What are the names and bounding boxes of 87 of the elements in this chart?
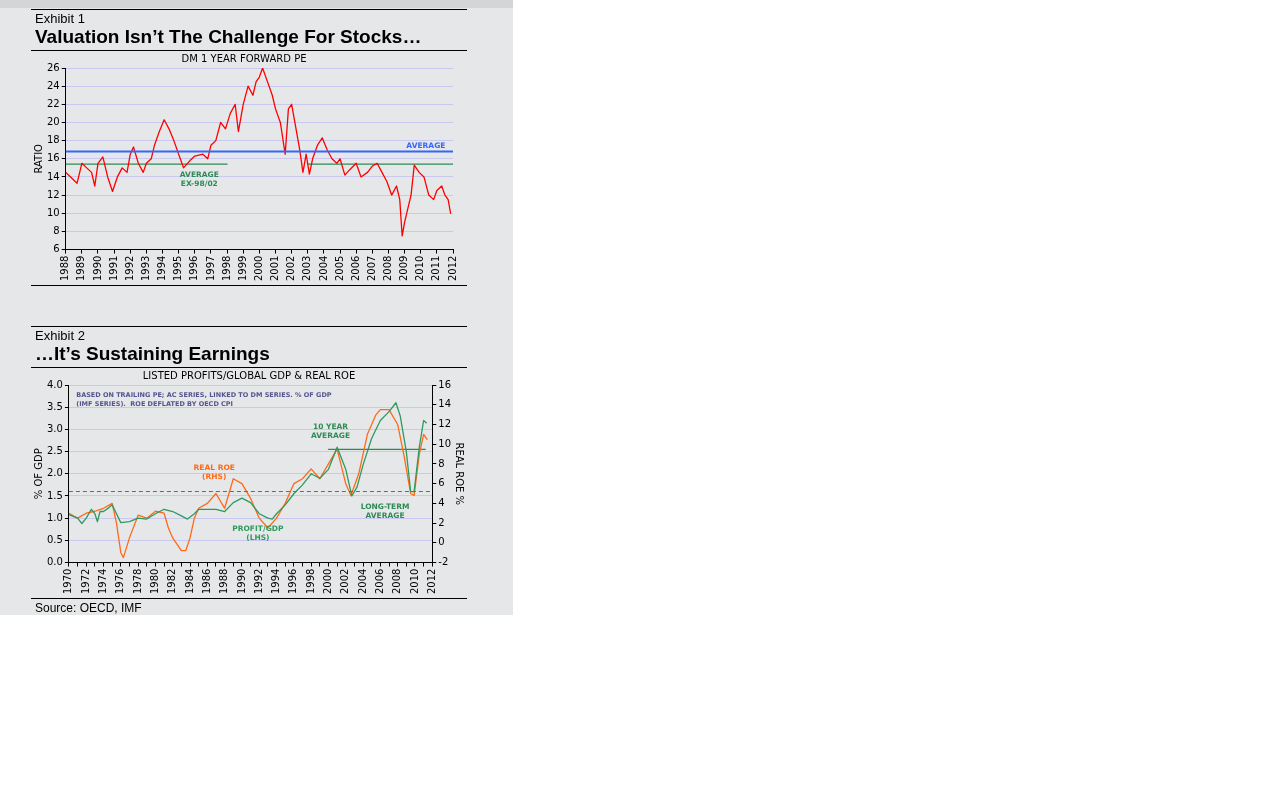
y2-tick-label: 14 <box>438 398 452 410</box>
y-tick-label: 20 <box>46 116 60 128</box>
x-tick-label: 2012 <box>425 568 437 594</box>
x-tick-label: 1990 <box>91 255 103 281</box>
chart-subtitle: LISTED PROFITS/GLOBAL GDP & REAL ROE <box>142 369 356 381</box>
y-tick-label: 2.5 <box>47 445 63 457</box>
x-tick-label: 1980 <box>149 568 161 594</box>
x-tick-label: 1990 <box>235 568 247 594</box>
x-tick-label: 1970 <box>62 568 74 594</box>
y-tick-label: 14 <box>46 170 60 182</box>
chart-title: …It’s Sustaining Earnings <box>35 343 271 365</box>
y-axis-title: RATIO <box>32 143 44 174</box>
source-note: Source: OECD, IMF <box>35 601 143 615</box>
chart-title: Valuation Isn’t The Challenge For Stocks… <box>35 26 423 48</box>
y-tick-label: 16 <box>46 152 60 164</box>
text: Exhibit 2 <box>35 328 86 343</box>
x-tick-label: 1998 <box>304 568 316 594</box>
chart-subtitle: DM 1 YEAR FORWARD PE <box>181 52 307 64</box>
y2-tick-label: 6 <box>438 477 445 489</box>
y2-tick-label: 8 <box>438 457 445 469</box>
y-tick-label: 6 <box>53 243 60 255</box>
x-tick-label: 2010 <box>414 255 426 281</box>
y-tick-label: 12 <box>46 188 60 200</box>
x-tick-label: 1997 <box>204 255 216 281</box>
x-tick-label: 2002 <box>339 568 351 594</box>
x-tick-label: 1991 <box>107 255 119 281</box>
x-tick-label: 1998 <box>220 255 232 281</box>
x-tick-label: 1992 <box>123 255 135 281</box>
y2-axis-title: REAL ROE % <box>454 442 466 506</box>
x-tick-label: 1995 <box>172 255 184 281</box>
x-tick-label: 1978 <box>131 568 143 594</box>
x-tick-label: 1982 <box>166 568 178 594</box>
x-tick-label: 2009 <box>398 255 410 281</box>
y-tick-label: 22 <box>46 97 60 109</box>
x-tick-label: 1972 <box>79 568 91 594</box>
y-tick-label: 18 <box>46 134 60 146</box>
x-tick-label: 2008 <box>391 568 403 594</box>
x-tick-label: 1988 <box>218 568 230 594</box>
x-tick-label: 2000 <box>322 568 334 594</box>
x-tick-label: 2007 <box>365 255 377 281</box>
x-tick-label: 2005 <box>333 255 345 281</box>
x-tick-label: 2008 <box>382 255 394 281</box>
y2-tick-label: 2 <box>438 516 445 528</box>
x-tick-label: 1993 <box>140 255 151 281</box>
x-tick-label: 1992 <box>252 568 264 594</box>
y2-tick-label: 10 <box>438 437 452 449</box>
y-tick-label: 4.0 <box>47 378 63 390</box>
x-tick-label: 1996 <box>287 568 299 594</box>
x-tick-label: 2002 <box>285 255 297 281</box>
x-tick-label: 1974 <box>97 568 109 594</box>
x-tick-label: 1988 <box>59 255 71 281</box>
x-tick-label: 1989 <box>75 255 87 281</box>
x-tick-label: 1994 <box>270 568 282 594</box>
x-tick-label: 1996 <box>188 255 200 281</box>
y2-tick-label: 16 <box>438 378 452 390</box>
x-tick-label: 2000 <box>252 255 264 281</box>
y-tick-label: 1.5 <box>47 489 63 501</box>
y2-tick-label: -2 <box>438 556 449 568</box>
y-tick-label: 24 <box>46 79 60 91</box>
y-tick-label: 8 <box>53 224 60 236</box>
y-tick-label: 2.0 <box>47 467 63 479</box>
text: Exhibit 1 <box>35 11 86 26</box>
x-tick-label: 2006 <box>373 568 385 594</box>
y-tick-label: 26 <box>46 61 60 73</box>
x-tick-label: 2010 <box>408 568 420 594</box>
y-axis-title: % OF GDP <box>32 448 44 500</box>
y2-tick-label: 12 <box>438 418 452 430</box>
x-tick-label: 1986 <box>200 568 212 594</box>
y-tick-label: 0.5 <box>47 533 63 545</box>
x-tick-label: 2006 <box>349 255 361 281</box>
x-tick-label: 2011 <box>430 255 442 281</box>
x-tick-label: 1999 <box>236 255 248 281</box>
x-tick-label: 2001 <box>269 255 281 281</box>
y-tick-label: 1.0 <box>47 511 63 523</box>
x-tick-label: 2012 <box>446 255 458 281</box>
x-tick-label: 2004 <box>356 568 368 594</box>
x-tick-label: 1984 <box>183 568 195 594</box>
y-tick-label: 3.0 <box>47 422 63 434</box>
y-tick-label: 3.5 <box>47 400 63 412</box>
x-tick-label: 1976 <box>114 568 126 594</box>
x-tick-label: 2004 <box>317 255 329 281</box>
y2-tick-label: 4 <box>438 496 445 508</box>
x-tick-label: 2003 <box>301 255 313 281</box>
y-tick-label: 10 <box>46 206 60 218</box>
y-tick-label: 0.0 <box>47 556 63 568</box>
x-tick-label: 1994 <box>156 255 168 281</box>
y2-tick-label: 0 <box>438 536 445 548</box>
